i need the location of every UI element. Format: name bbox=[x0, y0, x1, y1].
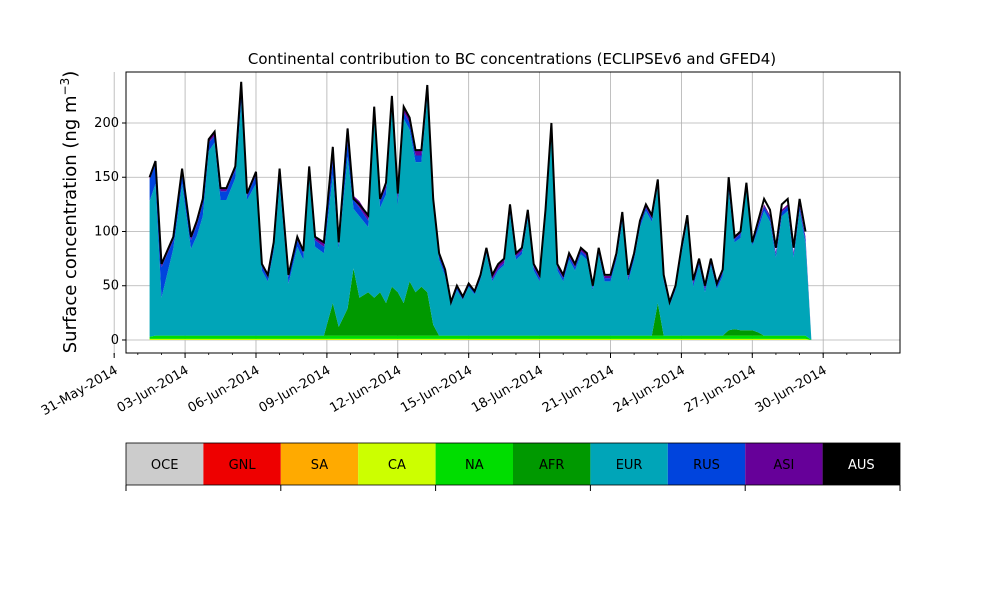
legend-label-afr: AFR bbox=[539, 458, 564, 473]
chart-title: Continental contribution to BC concentra… bbox=[248, 50, 776, 68]
area-series-eur bbox=[149, 97, 877, 340]
legend-swatch-na bbox=[435, 443, 513, 485]
legend-frame bbox=[125, 442, 901, 486]
area-series-ca bbox=[149, 338, 877, 340]
x-tick-label: 24-Jun-2014 bbox=[611, 363, 688, 416]
legend-swatch-rus bbox=[667, 443, 746, 485]
area-series-na bbox=[149, 335, 877, 340]
legend-swatch-sa bbox=[280, 443, 359, 485]
x-tick-label: 06-Jun-2014 bbox=[186, 363, 263, 416]
legend-swatch-aus bbox=[822, 443, 900, 485]
legend-label-rus: RUS bbox=[693, 458, 720, 473]
y-tick-label: 150 bbox=[94, 170, 119, 185]
legend-swatch-oce bbox=[126, 443, 204, 485]
legend: OCE GNL SA CA NA AFR EUR RUS ASI AUS bbox=[125, 442, 901, 491]
legend-swatch-afr bbox=[513, 443, 591, 485]
x-tick-label: 18-Jun-2014 bbox=[469, 363, 546, 416]
legend-label-ca: CA bbox=[388, 458, 406, 473]
y-tick-label: 100 bbox=[94, 224, 119, 239]
x-tick-label: 21-Jun-2014 bbox=[540, 363, 617, 416]
x-tick-label: 12-Jun-2014 bbox=[327, 363, 404, 416]
y-axis-label: Surface concentration (ng m−3) bbox=[58, 71, 81, 354]
legend-label-sa: SA bbox=[311, 458, 328, 473]
legend-swatch-gnl bbox=[203, 443, 281, 485]
legend-label-aus: AUS bbox=[848, 458, 875, 473]
total-line bbox=[148, 81, 807, 306]
x-tick-label: 09-Jun-2014 bbox=[256, 363, 333, 416]
x-tick-label: 03-Jun-2014 bbox=[115, 363, 192, 416]
legend-label-asi: ASI bbox=[773, 458, 794, 473]
y-tick-label: 50 bbox=[102, 279, 119, 294]
area-layer bbox=[148, 81, 877, 341]
legend-label-eur: EUR bbox=[616, 458, 643, 473]
x-tick-label: 30-Jun-2014 bbox=[753, 363, 830, 416]
legend-swatch-ca bbox=[358, 443, 436, 485]
legend-label-gnl: GNL bbox=[229, 458, 257, 473]
y-tick-label: 0 bbox=[111, 333, 119, 348]
area-series-afr bbox=[149, 268, 877, 340]
y-tick-label: 200 bbox=[94, 116, 119, 131]
plot-frame bbox=[125, 71, 901, 354]
legend-swatch-eur bbox=[590, 443, 668, 485]
x-tick-label: 27-Jun-2014 bbox=[682, 363, 759, 416]
legend-label-oce: OCE bbox=[151, 458, 179, 473]
legend-label-na: NA bbox=[465, 458, 484, 473]
x-tick-label: 31-May-2014 bbox=[39, 363, 121, 419]
legend-swatch-asi bbox=[745, 443, 823, 485]
x-tick-label: 15-Jun-2014 bbox=[398, 363, 475, 416]
